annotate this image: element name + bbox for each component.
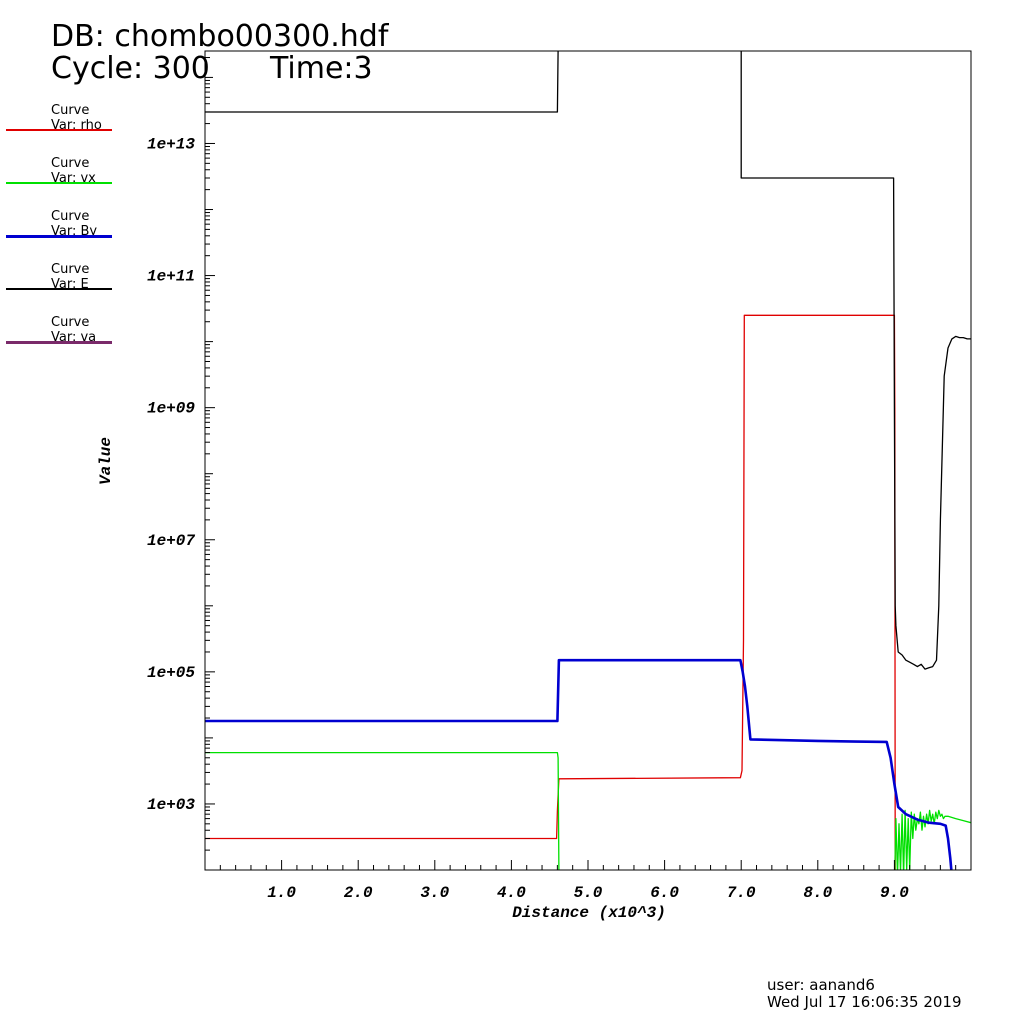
legend-curve-label: Curve <box>51 209 90 224</box>
legend-swatch <box>6 235 112 238</box>
time-label: Time:3 <box>270 51 373 86</box>
legend-item-va: Curve Var: va <box>6 316 112 366</box>
x-tick-label: 2.0 <box>344 884 373 902</box>
legend-swatch <box>6 341 112 344</box>
footer-date: Wed Jul 17 16:06:35 2019 <box>767 993 962 1011</box>
y-axis-title: Value <box>97 437 115 485</box>
footer-user: user: aanand6 <box>767 976 875 994</box>
x-tick-label: 7.0 <box>727 884 756 902</box>
series-line-rho <box>205 314 896 870</box>
legend-curve-label: Curve <box>51 262 90 277</box>
legend-curve-label: Curve <box>51 103 90 118</box>
legend-item-vx: Curve Var: vx <box>6 157 112 207</box>
legend-swatch <box>6 129 112 131</box>
x-tick-label: 3.0 <box>420 884 449 902</box>
legend-curve-label: Curve <box>51 156 90 171</box>
legend-swatch <box>6 288 112 290</box>
x-tick-label: 5.0 <box>574 884 603 902</box>
x-axis-title: Distance (x10^3) <box>512 904 666 922</box>
y-tick-label: 1e+09 <box>147 400 195 418</box>
legend-item-e: Curve Var: E <box>6 263 112 313</box>
legend-swatch <box>6 182 112 184</box>
legend-curve-label: Curve <box>51 315 90 330</box>
y-tick-label: 1e+05 <box>147 664 195 682</box>
cycle-label: Cycle: 300 <box>51 51 210 86</box>
x-tick-label: 1.0 <box>267 884 296 902</box>
y-tick-label: 1e+13 <box>147 135 195 153</box>
x-tick-label: 8.0 <box>803 884 832 902</box>
series-line-by <box>205 658 953 870</box>
legend-item-rho: Curve Var: rho <box>6 104 112 154</box>
x-tick-label: 9.0 <box>880 884 909 902</box>
legend-item-by: Curve Var: By <box>6 210 112 260</box>
x-tick-label: 6.0 <box>650 884 679 902</box>
series-line-e <box>205 51 971 670</box>
x-tick-label: 4.0 <box>497 884 526 902</box>
plot-frame <box>204 50 972 871</box>
y-tick-label: 1e+07 <box>147 532 195 550</box>
db-title: DB: chombo00300.hdf <box>51 19 389 54</box>
y-tick-label: 1e+11 <box>147 268 195 286</box>
y-tick-label: 1e+03 <box>147 796 195 814</box>
